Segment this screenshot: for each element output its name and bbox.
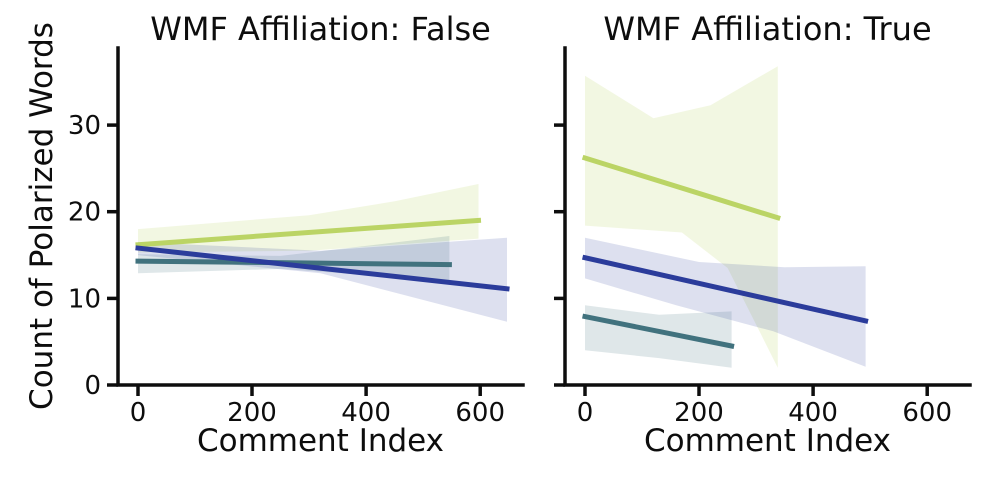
x-tick-label: 400 (788, 398, 838, 428)
regression-line-green (581, 154, 781, 221)
x-axis-label-right: Comment Index (643, 423, 892, 459)
confidence-band-teal (138, 236, 450, 281)
x-tick-label: 200 (227, 398, 277, 428)
confidence-band-green (138, 184, 479, 253)
confidence-band-blue (585, 237, 866, 367)
confidence-band-green (585, 66, 778, 368)
x-tick-label: 200 (674, 398, 724, 428)
confidence-band-teal (585, 305, 732, 368)
y-axis-label: Count of Polarized Words (24, 22, 60, 410)
x-tick-label: 0 (130, 398, 147, 428)
regression-line-green (135, 217, 482, 248)
x-tick-label: 400 (341, 398, 391, 428)
x-tick-label: 0 (577, 398, 594, 428)
panel-title-true: WMF Affiliation: True (603, 10, 932, 48)
x-axis-label-left: Comment Index (196, 423, 445, 459)
y-tick-label: 10 (68, 284, 101, 314)
y-tick-label: 20 (68, 198, 101, 228)
regression-line-teal (582, 313, 735, 349)
y-tick-label: 30 (68, 111, 101, 141)
regression-line-blue (582, 254, 869, 324)
panel-title-false: WMF Affiliation: False (150, 10, 491, 48)
regression-line-blue (135, 245, 510, 292)
y-tick-label: 0 (84, 371, 101, 401)
confidence-band-blue (138, 237, 507, 322)
x-tick-label: 600 (455, 398, 505, 428)
x-tick-label: 600 (902, 398, 952, 428)
